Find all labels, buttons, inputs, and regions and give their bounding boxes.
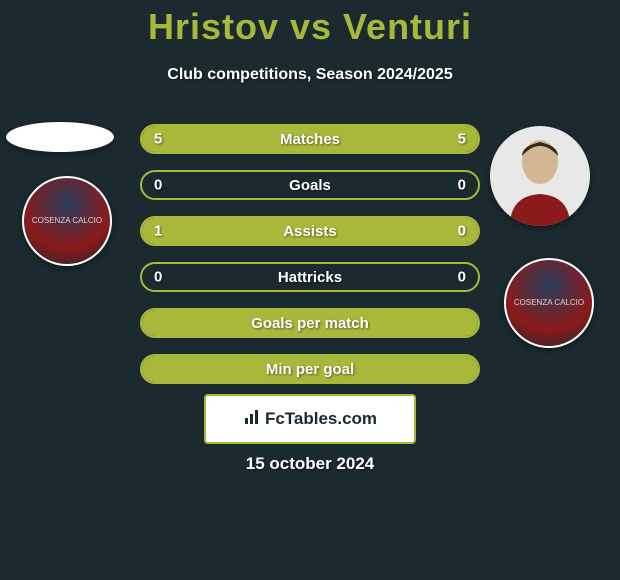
stat-value-right: 0: [458, 269, 466, 286]
page-title: Hristov vs Venturi: [0, 6, 620, 48]
date-text: 15 october 2024: [0, 454, 620, 474]
stat-value-left: 0: [154, 177, 162, 194]
stat-value-right: 5: [458, 131, 466, 148]
stat-value-left: 5: [154, 131, 162, 148]
comparison-card: Hristov vs Venturi Club competitions, Se…: [0, 0, 620, 580]
player-left-photo: [6, 122, 114, 152]
stat-row: 0 Hattricks 0: [140, 262, 480, 292]
stat-row: 0 Goals 0: [140, 170, 480, 200]
stat-label: Hattricks: [278, 269, 342, 286]
stat-row: Goals per match: [140, 308, 480, 338]
stat-rows: 5 Matches 5 0 Goals 0 1 Assists 0 0 Hatt…: [140, 124, 480, 400]
stat-label: Goals per match: [251, 315, 369, 332]
stat-row: Min per goal: [140, 354, 480, 384]
club-crest-text-right: COSENZA CALCIO: [508, 293, 590, 313]
player-left-club-crest: COSENZA CALCIO: [22, 176, 112, 266]
stat-label: Goals: [289, 177, 331, 194]
stat-label: Min per goal: [266, 361, 354, 378]
subtitle: Club competitions, Season 2024/2025: [0, 66, 620, 84]
stat-label: Assists: [283, 223, 336, 240]
stat-value-left: 0: [154, 269, 162, 286]
stat-row: 1 Assists 0: [140, 216, 480, 246]
stat-label: Matches: [280, 131, 340, 148]
stat-value-right: 0: [458, 177, 466, 194]
stat-row: 5 Matches 5: [140, 124, 480, 154]
player-right-photo: [490, 126, 590, 226]
stat-value-left: 1: [154, 223, 162, 240]
player-right-club-crest: COSENZA CALCIO: [504, 258, 594, 348]
source-text: FcTables.com: [265, 409, 377, 429]
player-photo-silhouette: [490, 126, 590, 226]
source-badge: FcTables.com: [204, 394, 416, 444]
club-crest-text-left: COSENZA CALCIO: [26, 211, 108, 231]
stat-value-right: 0: [458, 223, 466, 240]
chart-icon: [243, 408, 261, 431]
